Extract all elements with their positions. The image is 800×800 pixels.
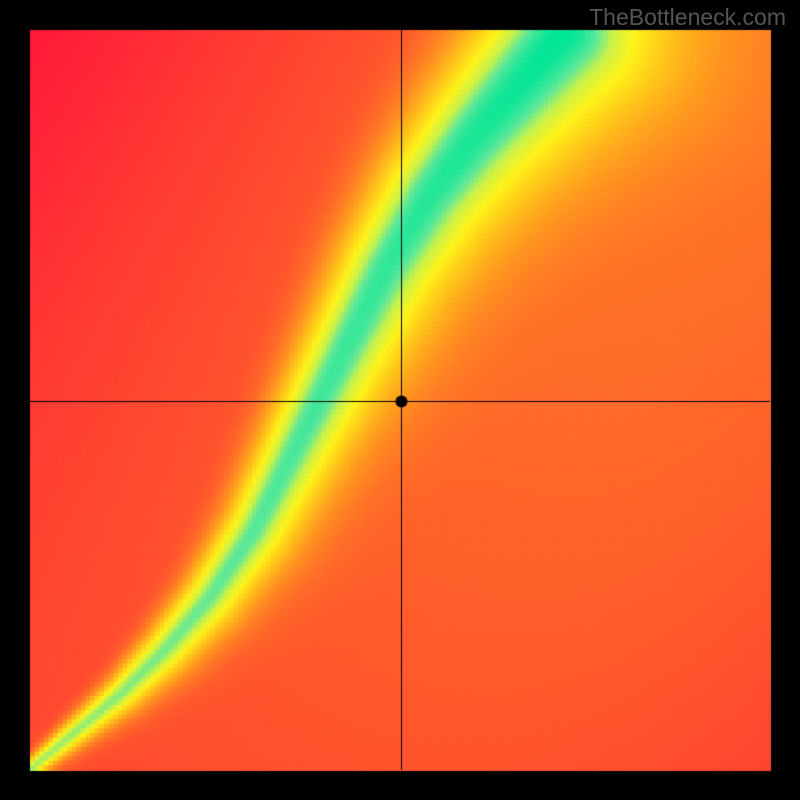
bottleneck-heatmap [0,0,800,800]
attribution-text: TheBottleneck.com [589,4,786,31]
stage: TheBottleneck.com [0,0,800,800]
